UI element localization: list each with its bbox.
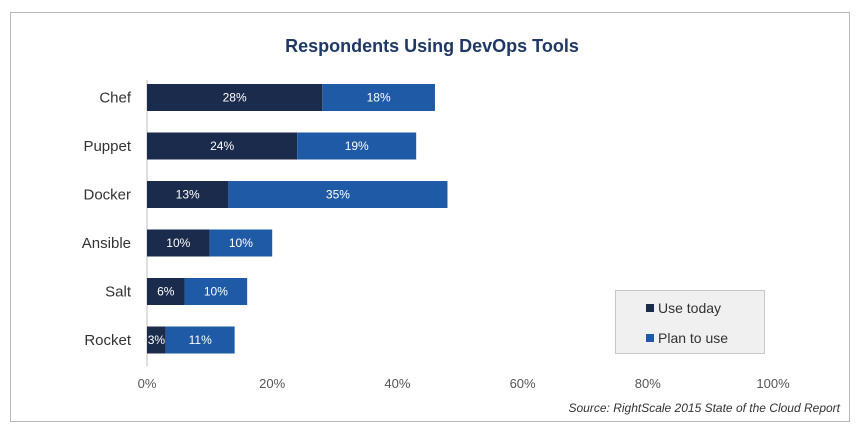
x-tick-label-80: 80% [635,376,661,391]
chart-legend: Use today Plan to use [615,290,765,354]
category-label-ansible: Ansible [82,235,131,252]
data-label-chef-use-today: 28% [223,91,247,105]
bar-puppet-plan-to-use [297,132,417,160]
bar-docker-plan-to-use [228,181,448,208]
data-label-salt-plan-to-use: 10% [204,285,228,299]
category-label-chef: Chef [99,90,132,107]
data-label-rocket-use-today: 3% [148,333,166,347]
x-tick-label-60: 60% [510,376,536,391]
data-label-puppet-plan-to-use: 19% [345,139,369,153]
x-tick-label-40: 40% [384,376,410,391]
bar-salt-use-today [147,278,185,305]
category-label-rocket: Rocket [84,332,132,349]
data-label-docker-plan-to-use: 35% [326,188,350,202]
bar-ansible-use-today [147,229,210,257]
data-label-puppet-use-today: 24% [210,139,234,153]
legend-label-plan-to-use: Plan to use [658,330,729,346]
x-tick-label-20: 20% [259,376,285,391]
data-label-ansible-use-today: 10% [166,236,190,250]
legend-swatch-use-today [646,304,654,312]
legend-label-use-today: Use today [658,300,722,316]
legend-item-use-today: Use today [646,300,721,316]
category-label-puppet: Puppet [83,138,131,155]
category-label-salt: Salt [105,284,132,301]
data-label-rocket-plan-to-use: 11% [189,333,212,347]
bar-salt-plan-to-use [184,278,248,305]
legend-swatch-plan-to-use [646,334,654,342]
bar-rocket-plan-to-use [165,326,235,354]
data-label-chef-plan-to-use: 18% [367,91,391,105]
data-label-salt-use-today: 6% [157,285,175,299]
bar-puppet-use-today [147,132,298,160]
x-tick-label-0: 0% [138,376,157,391]
bar-ansible-plan-to-use [209,229,273,257]
legend-item-plan-to-use: Plan to use [646,330,728,346]
bar-chef-use-today [147,84,323,111]
bar-docker-use-today [147,181,229,208]
bar-rocket-use-today [147,326,166,354]
data-label-docker-use-today: 13% [176,188,200,202]
category-label-docker: Docker [83,187,131,204]
data-label-ansible-plan-to-use: 10% [229,236,253,250]
chart-title: Respondents Using DevOps Tools [285,36,579,56]
x-tick-label-100: 100% [756,376,790,391]
source-note: Source: RightScale 2015 State of the Clo… [568,401,841,415]
bar-chef-plan-to-use [322,84,435,111]
